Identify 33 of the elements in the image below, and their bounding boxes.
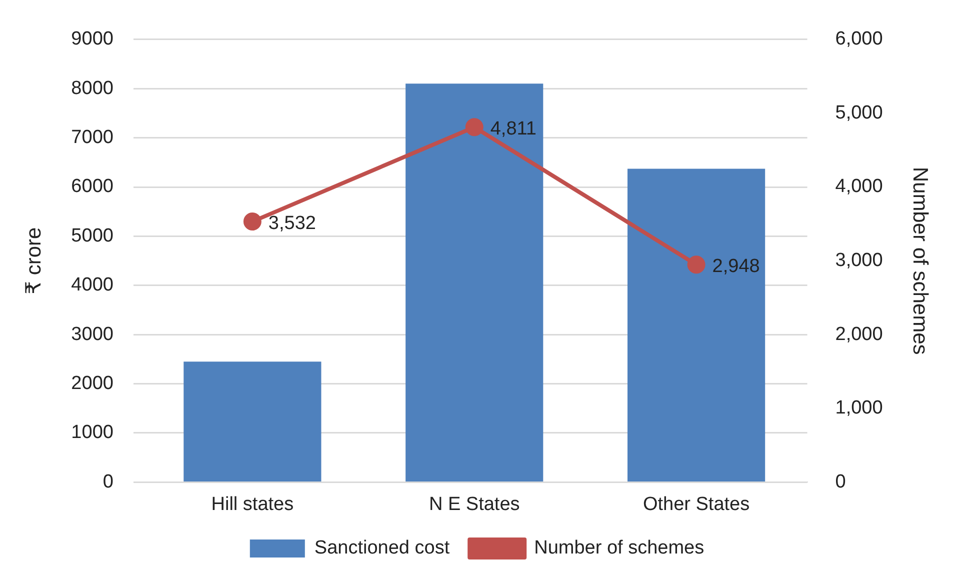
legend-label: Number of schemes xyxy=(534,538,704,559)
y2-tick-label: 2,000 xyxy=(835,324,883,345)
y-tick-label: 2000 xyxy=(71,373,114,394)
y-axis-title: ₹ crore xyxy=(22,227,46,294)
bar xyxy=(627,168,766,482)
x-tick-label: Hill states xyxy=(211,494,294,515)
y2-tick-label: 4,000 xyxy=(835,176,883,198)
data-label: 4,811 xyxy=(490,118,536,140)
y-tick-label: 5000 xyxy=(71,225,114,246)
y2-tick-label: 0 xyxy=(835,471,846,492)
y-tick-label: 6000 xyxy=(71,176,114,198)
y2-tick-label: 3,000 xyxy=(835,250,883,272)
y-tick-label: 8000 xyxy=(71,78,114,99)
bar xyxy=(184,362,322,482)
point xyxy=(687,256,706,274)
y2-tick-label: 6,000 xyxy=(835,28,883,50)
y-tick-label: 3000 xyxy=(71,324,114,345)
y2-tick-label: 5,000 xyxy=(835,102,883,124)
data-label: 3,532 xyxy=(268,212,316,234)
x-tick-label: N E States xyxy=(428,494,520,515)
point xyxy=(243,212,262,231)
y2-tick-label: 1,000 xyxy=(835,398,883,419)
y-tick-label: 1000 xyxy=(71,422,114,444)
data-label: 2,948 xyxy=(712,256,760,277)
bar xyxy=(406,84,544,482)
y-tick-label: 7000 xyxy=(71,127,114,148)
legend-label: Sanctioned cost xyxy=(314,538,450,559)
point xyxy=(465,118,484,136)
y-tick-label: 0 xyxy=(102,471,114,492)
x-tick-label: Other States xyxy=(642,494,750,515)
y-tick-label: 9000 xyxy=(71,28,114,50)
y2-axis-title: Number of schemes xyxy=(908,166,932,355)
y-tick-label: 4000 xyxy=(71,274,114,296)
